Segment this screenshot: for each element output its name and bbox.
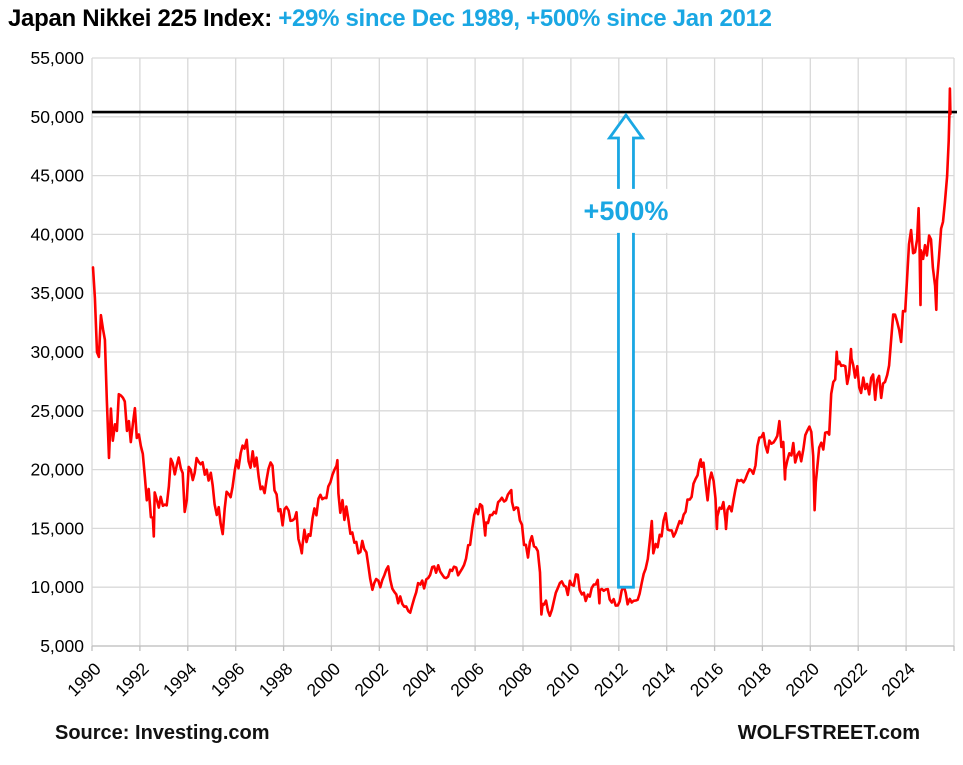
- y-axis-labels: 5,000 10,000 15,000 20,000 25,000 30,000 35,00…: [30, 48, 84, 656]
- svg-text:2004: 2004: [398, 659, 440, 701]
- svg-text:45,000: 45,000: [30, 166, 84, 186]
- svg-text:1998: 1998: [255, 659, 297, 701]
- svg-text:2024: 2024: [877, 659, 919, 701]
- brand-label: WOLFSTREET.com: [737, 722, 920, 744]
- nikkei-series-line: [91, 87, 952, 618]
- svg-text:2012: 2012: [590, 659, 632, 701]
- gain-label-backdrop: [583, 188, 668, 233]
- svg-text:35,000: 35,000: [30, 283, 84, 303]
- svg-text:25,000: 25,000: [30, 401, 84, 421]
- gridlines: [91, 57, 955, 651]
- svg-text:55,000: 55,000: [30, 48, 84, 68]
- x-axis-labels: 1990 1992 1994 1996 1998 2000 2002 2004 2006 2008…: [63, 659, 919, 701]
- svg-text:2002: 2002: [350, 659, 392, 701]
- svg-text:20,000: 20,000: [30, 460, 84, 480]
- svg-text:2022: 2022: [829, 659, 871, 701]
- svg-text:2014: 2014: [638, 659, 680, 701]
- svg-text:40,000: 40,000: [30, 224, 84, 244]
- svg-text:5,000: 5,000: [40, 636, 84, 656]
- svg-text:30,000: 30,000: [30, 342, 84, 362]
- gain-arrow: [606, 112, 646, 589]
- svg-text:10,000: 10,000: [30, 577, 84, 597]
- svg-text:2010: 2010: [542, 659, 584, 701]
- source-label: Source: Investing.com: [55, 722, 270, 744]
- svg-text:2000: 2000: [303, 659, 345, 701]
- svg-text:50,000: 50,000: [30, 107, 84, 127]
- svg-text:2006: 2006: [446, 659, 488, 701]
- gain-label: +500%: [584, 196, 669, 226]
- svg-text:2020: 2020: [781, 659, 823, 701]
- svg-text:2008: 2008: [494, 659, 536, 701]
- svg-text:15,000: 15,000: [30, 518, 84, 538]
- chart-title: Japan Nikkei 225 Index: +29% since Dec 1…: [8, 5, 772, 33]
- svg-text:2016: 2016: [686, 659, 728, 701]
- chart-title-main: Japan Nikkei 225 Index:: [8, 5, 279, 32]
- svg-text:2018: 2018: [734, 659, 776, 701]
- svg-text:1994: 1994: [159, 659, 201, 701]
- svg-text:1990: 1990: [63, 659, 105, 701]
- chart-title-highlight: +29% since Dec 1989, +500% since Jan 201…: [278, 5, 772, 32]
- svg-text:1996: 1996: [207, 659, 249, 701]
- svg-text:1992: 1992: [111, 659, 153, 701]
